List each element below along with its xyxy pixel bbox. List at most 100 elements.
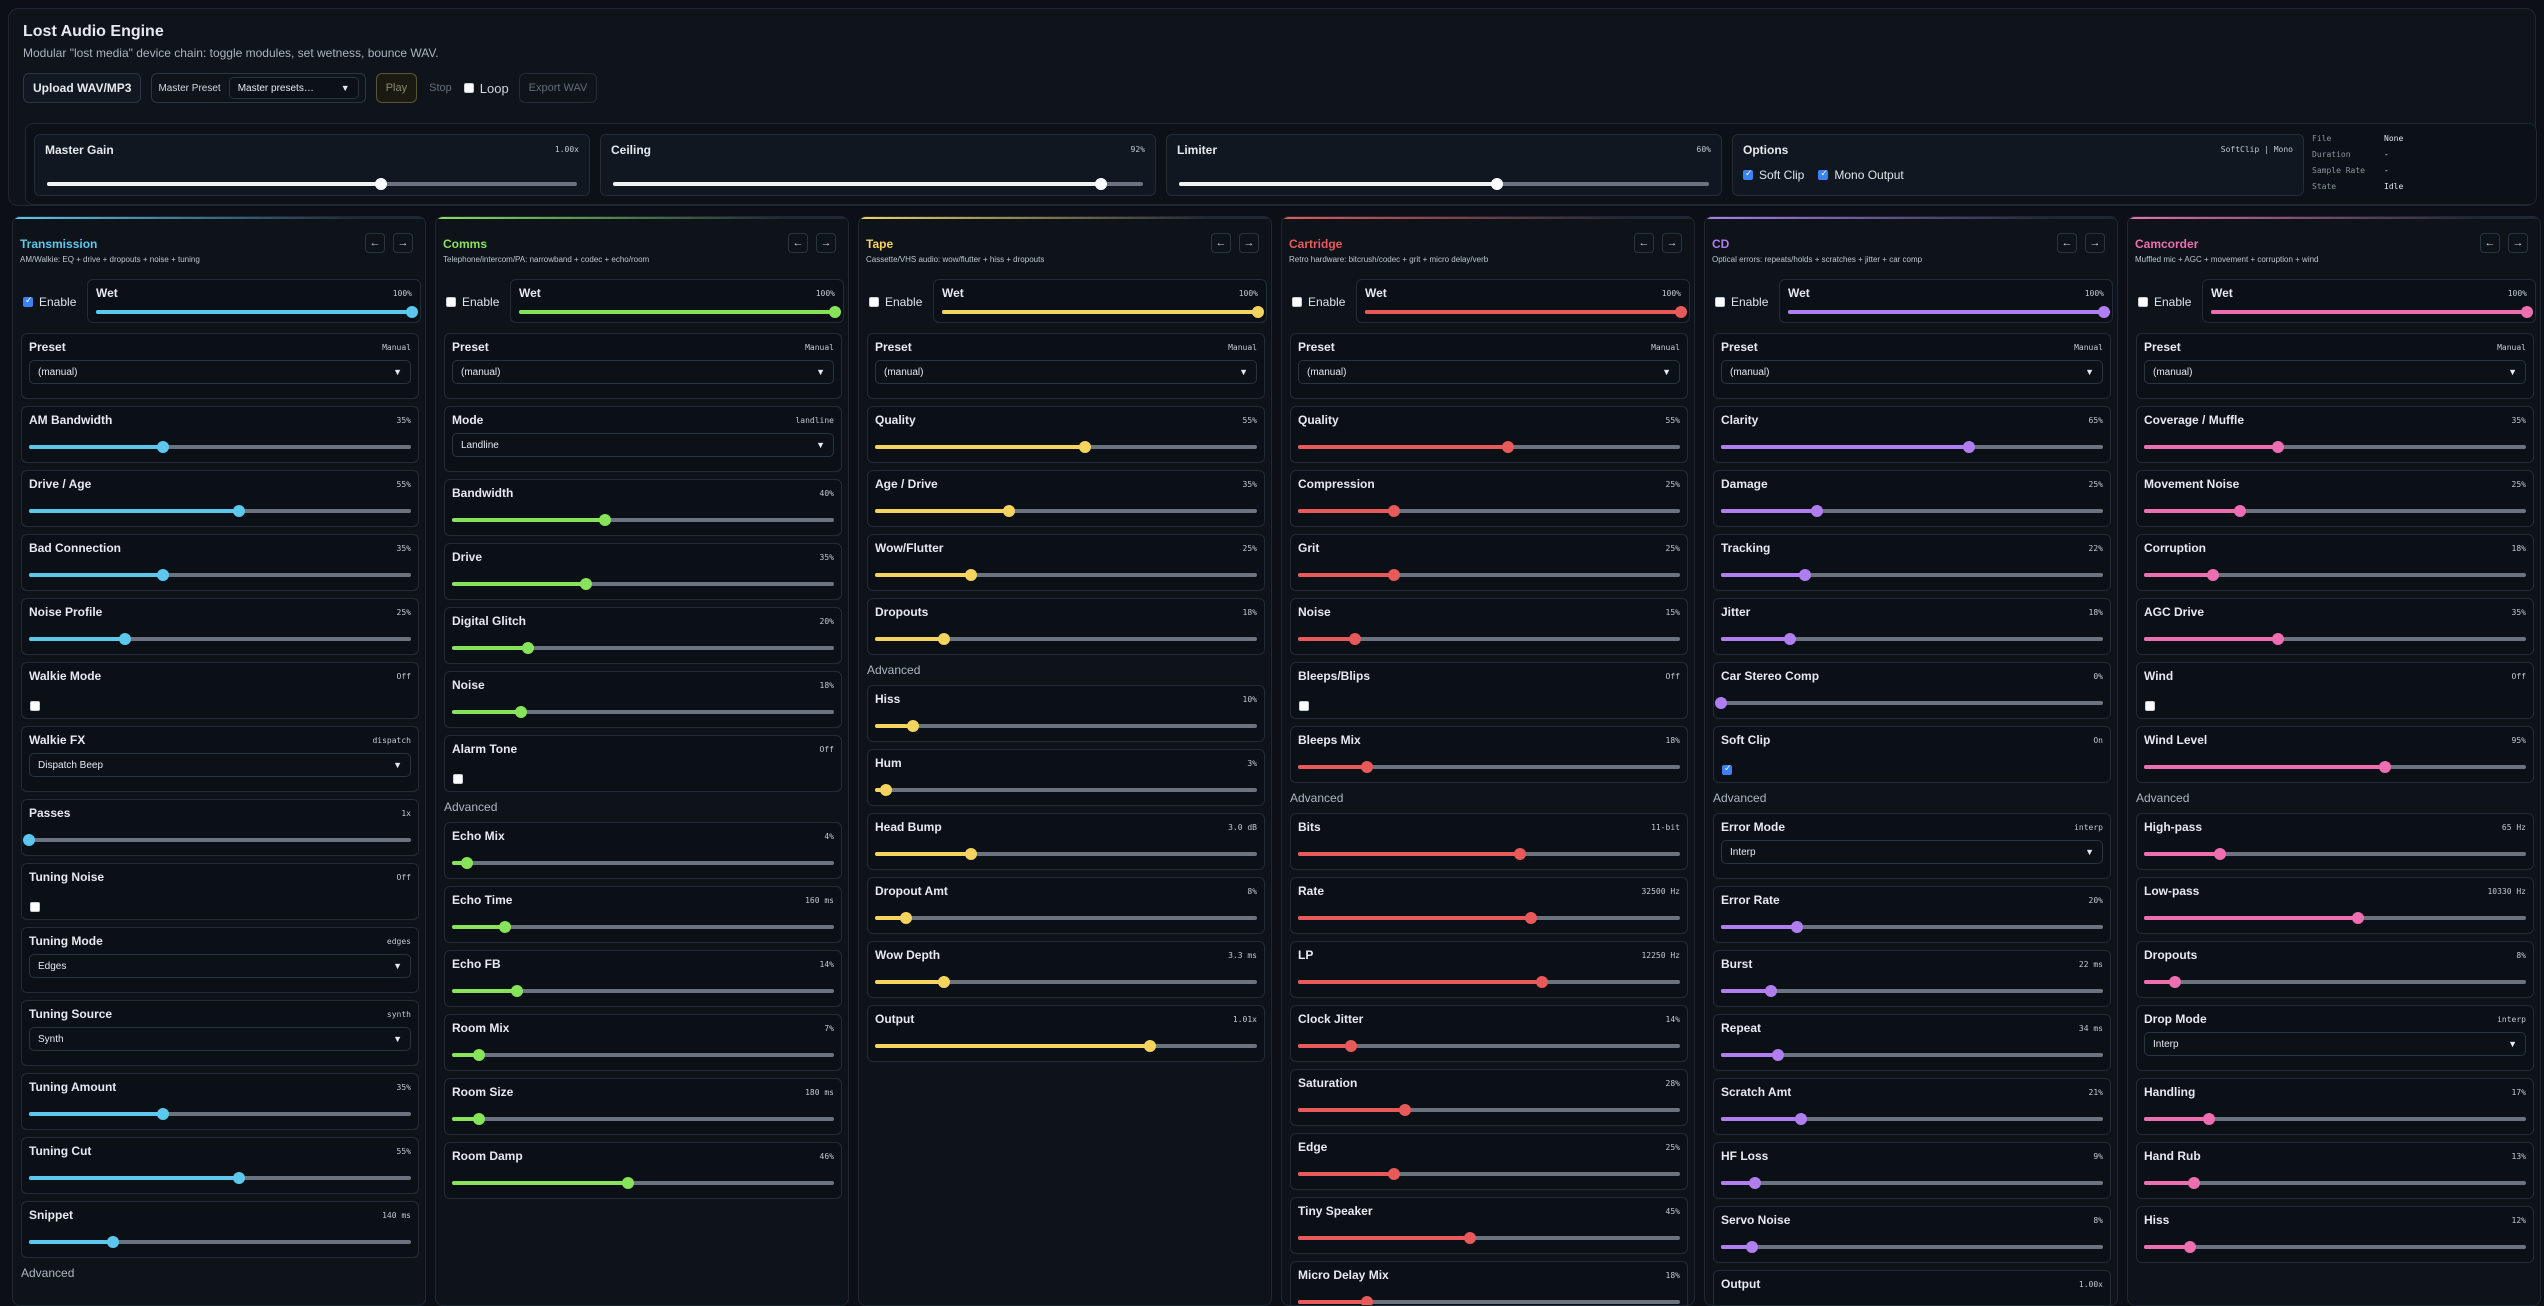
slider-thumb[interactable] <box>2271 441 2284 453</box>
output-slider[interactable] <box>875 1040 1257 1052</box>
am-bandwidth-slider[interactable] <box>29 441 411 453</box>
slider-thumb[interactable] <box>1345 1040 1358 1052</box>
mode-select[interactable]: Landline ▼ <box>452 433 834 457</box>
wet-slider[interactable] <box>2211 306 2533 318</box>
enable-checkbox[interactable] <box>446 297 456 307</box>
slider-thumb[interactable] <box>1387 1168 1400 1180</box>
agc-drive-slider[interactable] <box>2144 633 2526 645</box>
wow-depth-slider[interactable] <box>875 976 1257 988</box>
slider-thumb[interactable] <box>1463 1232 1476 1244</box>
slider-thumb[interactable] <box>829 306 841 318</box>
slider-thumb[interactable] <box>1002 505 1015 517</box>
move-right-icon[interactable]: → <box>1662 233 1682 253</box>
room-mix-slider[interactable] <box>452 1049 834 1061</box>
slider-thumb[interactable] <box>2168 976 2181 988</box>
room-size-slider[interactable] <box>452 1113 834 1125</box>
slider-thumb[interactable] <box>1387 505 1400 517</box>
noise-slider[interactable] <box>452 706 834 718</box>
walkie-fx-select[interactable]: Dispatch Beep ▼ <box>29 753 411 777</box>
slider-thumb[interactable] <box>1783 633 1796 645</box>
slider-thumb[interactable] <box>621 1177 634 1189</box>
bleeps-mix-slider[interactable] <box>1298 761 1680 773</box>
walkie-mode-checkbox[interactable] <box>30 701 40 711</box>
move-right-icon[interactable]: → <box>393 233 413 253</box>
slider-thumb[interactable] <box>598 514 611 526</box>
move-right-icon[interactable]: → <box>2508 233 2528 253</box>
slider-thumb[interactable] <box>374 178 387 190</box>
slider-thumb[interactable] <box>1536 976 1549 988</box>
drive-age-slider[interactable] <box>29 505 411 517</box>
dropout-amt-slider[interactable] <box>875 912 1257 924</box>
move-left-icon[interactable]: ← <box>788 233 808 253</box>
enable-toggle[interactable]: Enable <box>1715 295 1768 309</box>
wet-slider[interactable] <box>96 306 418 318</box>
passes-slider[interactable] <box>23 834 411 846</box>
slider-thumb[interactable] <box>1491 178 1503 190</box>
tiny-speaker-slider[interactable] <box>1298 1232 1680 1244</box>
slider-thumb[interactable] <box>2183 1241 2196 1253</box>
slider-thumb[interactable] <box>233 505 246 517</box>
move-right-icon[interactable]: → <box>816 233 836 253</box>
lp-slider[interactable] <box>1298 976 1680 988</box>
slider-thumb[interactable] <box>2187 1177 2200 1189</box>
digital-glitch-slider[interactable] <box>452 642 834 654</box>
coverage-muffle-slider[interactable] <box>2144 441 2526 453</box>
slider-thumb[interactable] <box>2378 761 2391 773</box>
preset-select[interactable]: (manual) ▼ <box>875 360 1257 384</box>
repeat-slider[interactable] <box>1721 1049 2103 1061</box>
slider-thumb[interactable] <box>233 1172 246 1184</box>
slider-thumb[interactable] <box>156 441 169 453</box>
slider-thumb[interactable] <box>23 834 35 846</box>
quality-slider[interactable] <box>1298 441 1680 453</box>
drop-mode-select[interactable]: Interp ▼ <box>2144 1032 2526 1056</box>
slider-thumb[interactable] <box>1963 441 1976 453</box>
saturation-slider[interactable] <box>1298 1104 1680 1116</box>
servo-noise-slider[interactable] <box>1721 1241 2103 1253</box>
slider-thumb[interactable] <box>1360 761 1373 773</box>
scratch-amt-slider[interactable] <box>1721 1113 2103 1125</box>
bits-slider[interactable] <box>1298 848 1680 860</box>
move-right-icon[interactable]: → <box>2085 233 2105 253</box>
compression-slider[interactable] <box>1298 505 1680 517</box>
slider-thumb[interactable] <box>118 633 131 645</box>
slider-thumb[interactable] <box>1715 697 1727 709</box>
room-damp-slider[interactable] <box>452 1177 834 1189</box>
slider-thumb[interactable] <box>2351 912 2364 924</box>
mono-output-checkbox[interactable] <box>1818 168 1829 180</box>
slider-thumb[interactable] <box>899 912 912 924</box>
slider-thumb[interactable] <box>1094 178 1107 190</box>
slider-thumb[interactable] <box>964 848 977 860</box>
slider-thumb[interactable] <box>937 633 950 645</box>
slider-thumb[interactable] <box>1079 441 1092 453</box>
slider-thumb[interactable] <box>499 921 512 933</box>
echo-time-slider[interactable] <box>452 921 834 933</box>
slider-thumb[interactable] <box>2214 848 2227 860</box>
slider-thumb[interactable] <box>461 857 474 869</box>
car-stereo-comp-slider[interactable] <box>1715 697 2103 709</box>
tuning-source-select[interactable]: Synth ▼ <box>29 1027 411 1051</box>
damage-slider[interactable] <box>1721 505 2103 517</box>
noise-profile-slider[interactable] <box>29 633 411 645</box>
error-mode-select[interactable]: Interp ▼ <box>1721 840 2103 864</box>
tuning-amount-slider[interactable] <box>29 1108 411 1120</box>
slider-thumb[interactable] <box>2271 633 2284 645</box>
corruption-slider[interactable] <box>2144 569 2526 581</box>
jitter-slider[interactable] <box>1721 633 2103 645</box>
ceiling-slider[interactable] <box>613 178 1143 190</box>
move-left-icon[interactable]: ← <box>1634 233 1654 253</box>
slider-thumb[interactable] <box>514 706 527 718</box>
slider-thumb[interactable] <box>1525 912 1538 924</box>
slider-thumb[interactable] <box>1810 505 1823 517</box>
master-preset-select[interactable]: Master presets… ▼ <box>228 77 359 99</box>
enable-checkbox[interactable] <box>1715 297 1725 307</box>
slider-thumb[interactable] <box>1749 1177 1762 1189</box>
slider-thumb[interactable] <box>472 1049 485 1061</box>
quality-slider[interactable] <box>875 441 1257 453</box>
slider-thumb[interactable] <box>937 976 950 988</box>
enable-checkbox[interactable] <box>23 295 33 307</box>
wind-checkbox[interactable] <box>2145 701 2155 711</box>
slider-thumb[interactable] <box>1360 1296 1373 1305</box>
play-button[interactable]: Play <box>375 73 418 103</box>
wow-flutter-slider[interactable] <box>875 569 1257 581</box>
wet-slider[interactable] <box>1365 306 1687 318</box>
